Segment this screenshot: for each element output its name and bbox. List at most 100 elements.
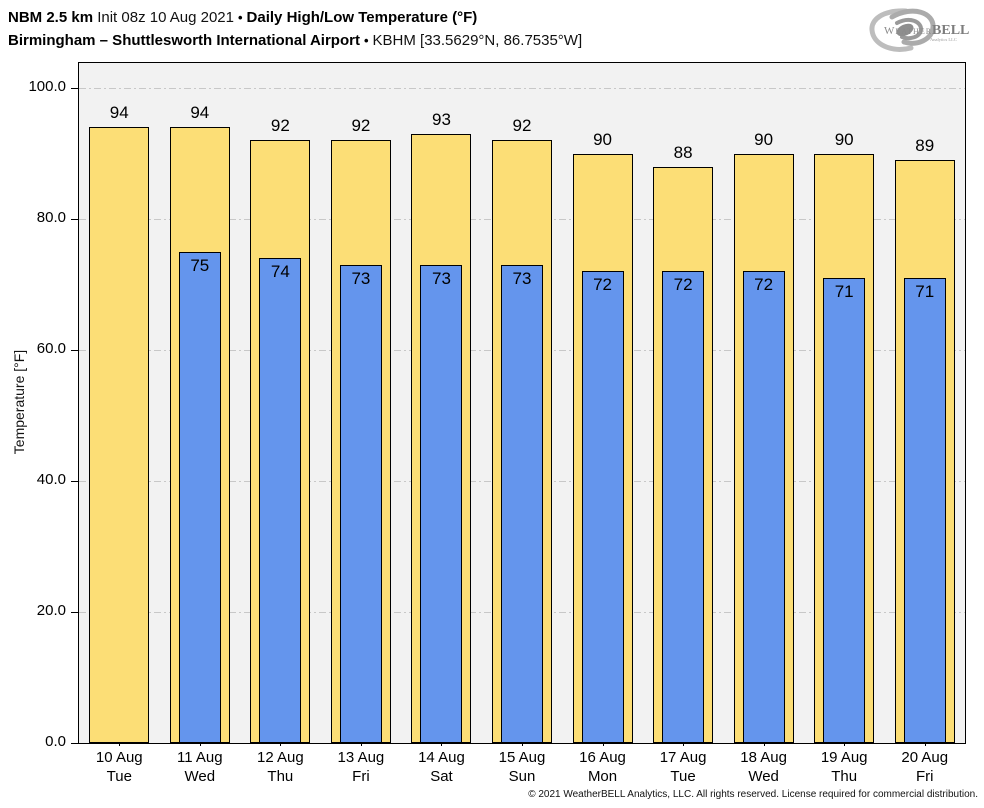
x-tick-label: 18 Aug Wed <box>719 748 809 786</box>
high-value-label: 92 <box>512 116 532 136</box>
x-tick-mark <box>924 743 926 746</box>
x-tick-label: 11 Aug Wed <box>155 748 245 786</box>
station-meta: KBHM [33.5629°N, 86.7535°W] <box>372 32 583 49</box>
weekday-label: Wed <box>184 768 216 785</box>
x-tick-label: 14 Aug Sat <box>396 748 486 786</box>
separator-dot: • <box>363 33 369 48</box>
hurricane-swirl-icon: WeatherBELL Analytics LLC <box>869 8 969 52</box>
low-bar <box>903 277 946 743</box>
high-value-label: 89 <box>915 136 935 156</box>
title-line-2: Birmingham – Shuttlesworth International… <box>8 29 582 52</box>
y-tick-mark <box>71 743 78 744</box>
date-label: 20 Aug <box>901 749 949 766</box>
y-tick-label: 0.0 <box>45 733 66 750</box>
x-tick-mark <box>844 743 846 746</box>
high-value-label: 92 <box>270 116 290 136</box>
y-tick-mark <box>71 481 78 482</box>
high-value-label: 90 <box>593 129 612 149</box>
date-label: 19 Aug <box>820 749 868 766</box>
weekday-label: Tue <box>670 768 696 785</box>
weatherbell-logo: WeatherBELL Analytics LLC <box>864 2 976 58</box>
low-bar <box>662 271 705 743</box>
weekday-label: Sat <box>430 768 453 785</box>
x-tick-label: 17 Aug Tue <box>638 748 728 786</box>
low-value-label: 71 <box>834 281 854 301</box>
y-axis-tick-labels: 0.0 20.0 40.0 60.0 80.0 100.0 <box>0 62 70 750</box>
y-tick-label: 40.0 <box>36 471 66 488</box>
low-value-label: 71 <box>915 281 935 301</box>
low-value-label: 73 <box>512 268 532 288</box>
x-tick-mark <box>360 743 362 746</box>
gridline <box>79 88 965 89</box>
x-tick-label: 13 Aug Fri <box>316 748 406 786</box>
date-label: 14 Aug <box>418 749 465 766</box>
high-value-label: 94 <box>109 103 129 123</box>
high-value-label: 94 <box>190 103 210 123</box>
low-value-label: 74 <box>270 262 290 282</box>
weekday-label: Wed <box>748 768 779 785</box>
station-name: Birmingham – Shuttlesworth International… <box>8 32 360 49</box>
high-value-label: 92 <box>351 116 371 136</box>
low-bar <box>501 264 543 743</box>
x-tick-mark <box>522 743 523 746</box>
y-tick-label: 100.0 <box>28 78 66 95</box>
x-tick-label: 10 Aug Tue <box>74 748 164 786</box>
x-tick-mark <box>280 743 282 746</box>
weekday-label: Mon <box>587 768 618 785</box>
low-value-label: 72 <box>754 275 774 295</box>
low-bar <box>259 258 302 743</box>
x-tick-mark <box>602 743 604 746</box>
high-bar <box>89 127 150 743</box>
x-tick-label: 20 Aug Fri <box>880 748 970 786</box>
high-value-label: 90 <box>834 129 854 149</box>
logo-subtext: Analytics LLC <box>930 37 957 42</box>
date-label: 11 Aug <box>177 749 223 766</box>
y-tick-mark <box>71 350 78 351</box>
date-label: 10 Aug <box>95 749 143 766</box>
y-tick-mark <box>71 612 78 613</box>
title-line-1: NBM 2.5 km Init 08z 10 Aug 2021 • Daily Hi… <box>8 6 582 29</box>
high-value-label: 88 <box>673 142 693 162</box>
copyright-notice: © 2021 WeatherBELL Analytics, LLC. All r… <box>528 789 978 800</box>
y-tick-label: 80.0 <box>36 209 66 226</box>
weekday-label: Fri <box>352 768 370 785</box>
x-axis-tick-labels: 10 Aug Tue 11 Aug Wed 12 Aug Thu 13 Aug Fri 14 A… <box>78 748 966 788</box>
weekday-label: Thu <box>831 768 858 785</box>
separator-dot: • <box>237 10 243 25</box>
x-tick-label: 12 Aug Thu <box>235 748 325 786</box>
date-label: 12 Aug <box>257 749 304 766</box>
low-value-label: 73 <box>351 268 371 288</box>
date-label: 13 Aug <box>337 749 385 766</box>
low-value-label: 72 <box>673 275 693 295</box>
date-label: 17 Aug <box>659 749 707 766</box>
weekday-label: Thu <box>267 768 294 785</box>
x-tick-mark <box>199 743 201 746</box>
y-tick-mark <box>71 219 78 220</box>
x-tick-mark <box>119 743 121 746</box>
y-tick-label: 60.0 <box>36 340 66 357</box>
low-bar <box>420 264 463 743</box>
model-name: NBM 2.5 km <box>8 9 94 26</box>
y-tick-mark <box>71 88 78 89</box>
weekday-label: Tue <box>106 768 132 785</box>
plot-area: 94 94 75 92 74 92 73 93 73 92 73 90 72 88 72 90 72 90 71 89… <box>71 62 966 746</box>
low-value-label: 72 <box>593 275 612 295</box>
y-tick-label: 20.0 <box>36 602 66 619</box>
low-bar <box>742 271 785 743</box>
weekday-label: Sun <box>508 768 536 785</box>
high-value-label: 90 <box>754 129 774 149</box>
x-tick-mark <box>683 743 685 746</box>
high-value-label: 93 <box>431 109 451 129</box>
low-bar <box>178 251 221 743</box>
weekday-label: Fri <box>915 768 934 785</box>
low-bar <box>339 264 382 743</box>
low-bar <box>823 277 866 743</box>
low-value-label: 75 <box>190 255 210 275</box>
x-tick-label: 16 Aug Mon <box>558 748 648 786</box>
chart-header: NBM 2.5 km Init 08z 10 Aug 2021 • Daily Hi… <box>8 6 582 52</box>
low-bar <box>581 271 624 743</box>
x-tick-mark <box>763 743 765 746</box>
date-label: 16 Aug <box>579 749 626 766</box>
x-tick-mark <box>441 743 443 746</box>
